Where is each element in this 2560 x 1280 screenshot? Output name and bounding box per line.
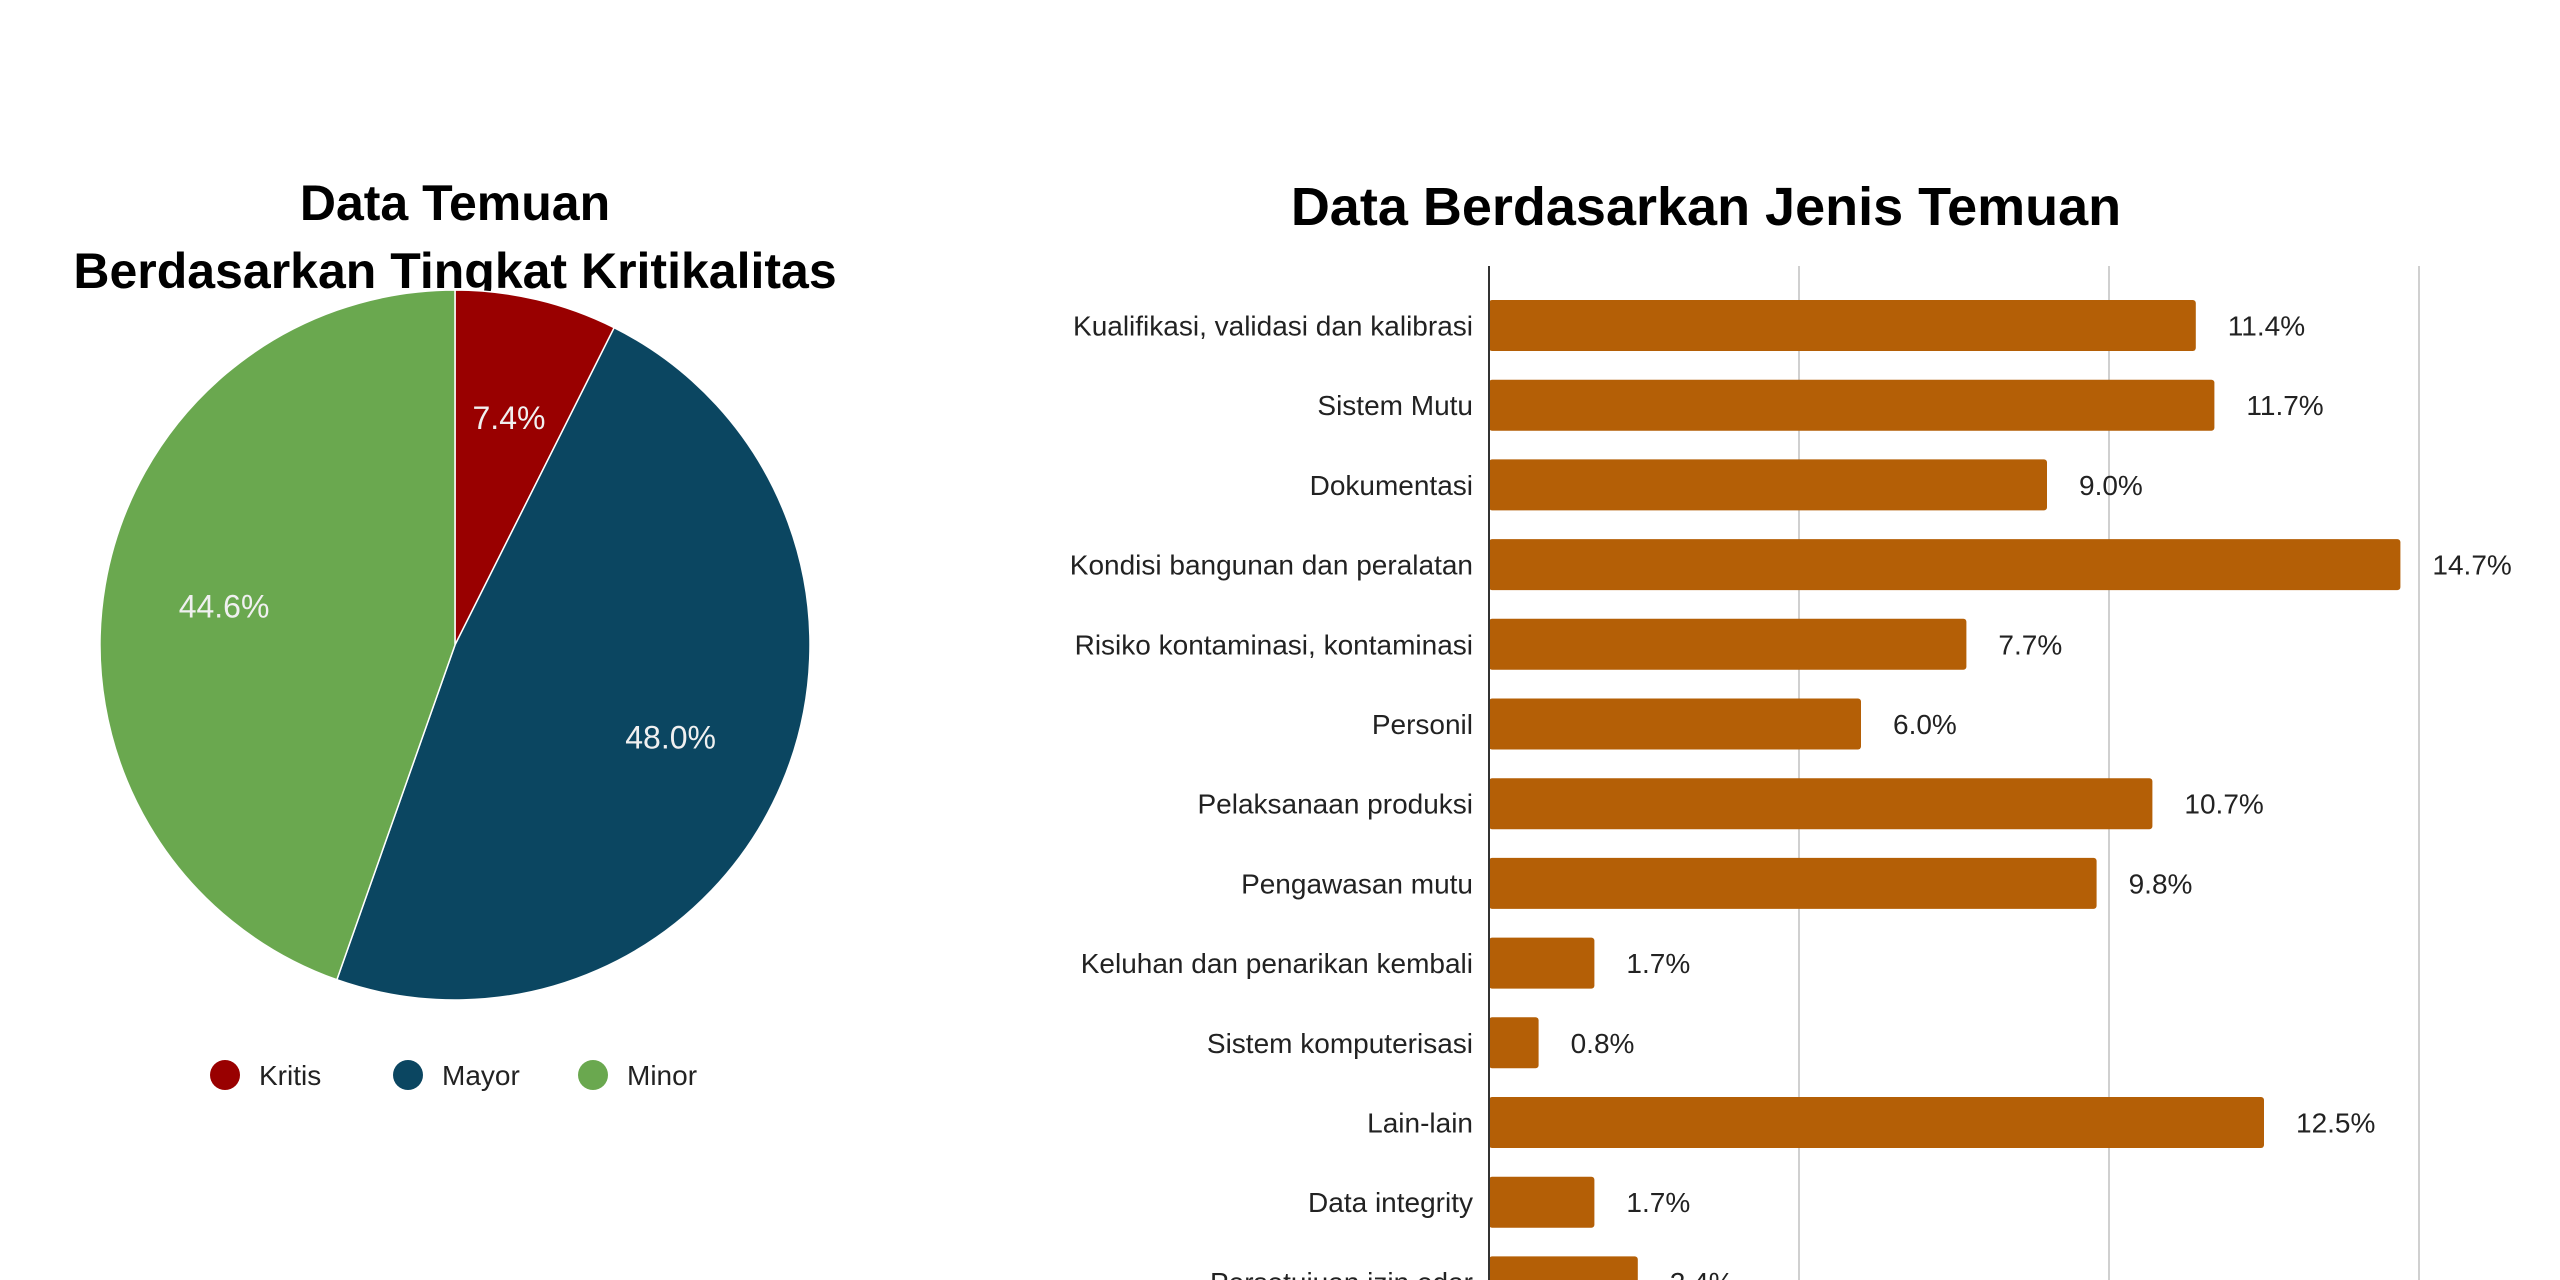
bar-data-label: 11.7% xyxy=(2246,390,2323,421)
category-label: Personil xyxy=(1372,709,1473,740)
bar-data-label: 2.4% xyxy=(1670,1267,1734,1280)
bar-data-label: 0.8% xyxy=(1571,1028,1635,1059)
pie-slices: 7.4% 48.0% 44.6% xyxy=(99,289,811,1001)
legend-swatch-minor xyxy=(578,1060,608,1090)
bar xyxy=(1489,937,1595,989)
bar xyxy=(1489,618,1967,670)
bar xyxy=(1489,1256,1638,1280)
bar xyxy=(1489,539,2401,591)
legend-swatch-kritis xyxy=(210,1060,240,1090)
category-label: Pengawasan mutu xyxy=(1241,868,1473,899)
category-label: Pelaksanaan produksi xyxy=(1197,789,1473,820)
category-label: Persetujuan izin edar xyxy=(1210,1267,1473,1280)
category-label: Data integrity xyxy=(1308,1187,1473,1218)
bar-chart: Data Berdasarkan Jenis Temuan Kualifikas… xyxy=(1070,177,2512,1280)
bar xyxy=(1489,379,2215,431)
bar-data-label: 6.0% xyxy=(1893,709,1957,740)
bar-data-label: 7.7% xyxy=(1998,629,2062,660)
pie-slice-minor xyxy=(99,289,456,981)
bar-data-label: 9.0% xyxy=(2079,470,2143,501)
bar xyxy=(1489,857,2097,909)
bars: Kualifikasi, validasi dan kalibrasi 11.4%… xyxy=(1070,300,2512,1280)
bar xyxy=(1489,1017,1539,1069)
pie-legend: Kritis Mayor Minor xyxy=(210,1060,697,1091)
bar xyxy=(1489,300,2196,351)
pie-slice-kritis xyxy=(454,289,616,646)
pie-data-label: 44.6% xyxy=(179,588,270,624)
category-label: Lain-lain xyxy=(1367,1108,1473,1139)
bar-data-label: 1.7% xyxy=(1626,1187,1690,1218)
bar-data-label: 12.5% xyxy=(2296,1108,2375,1139)
bar-data-label: 10.7% xyxy=(2184,789,2263,820)
pie-data-label: 48.0% xyxy=(625,720,716,756)
category-label: Risiko kontaminasi, kontaminasi xyxy=(1075,629,1473,660)
category-label: Kualifikasi, validasi dan kalibrasi xyxy=(1073,311,1473,342)
category-label: Kondisi bangunan dan peralatan xyxy=(1070,550,1473,581)
legend-label-mayor: Mayor xyxy=(442,1060,520,1091)
category-label: Keluhan dan penarikan kembali xyxy=(1081,948,1473,979)
pie-slice-mayor xyxy=(335,326,811,1001)
pie-title-line1: Data Temuan xyxy=(300,175,610,231)
category-label: Sistem Mutu xyxy=(1317,390,1473,421)
bar xyxy=(1489,698,1861,750)
legend-swatch-mayor xyxy=(393,1060,423,1090)
category-label: Sistem komputerisasi xyxy=(1207,1028,1473,1059)
bar-data-label: 9.8% xyxy=(2129,868,2193,899)
bar xyxy=(1489,459,2047,511)
bar xyxy=(1489,778,2153,830)
category-label: Dokumentasi xyxy=(1310,470,1473,501)
bar xyxy=(1489,1097,2264,1148)
legend-label-minor: Minor xyxy=(627,1060,697,1091)
legend-label-kritis: Kritis xyxy=(259,1060,321,1091)
bar-data-label: 1.7% xyxy=(1626,948,1690,979)
bar-title: Data Berdasarkan Jenis Temuan xyxy=(1291,177,2121,237)
bar-data-label: 14.7% xyxy=(2432,550,2511,581)
bar xyxy=(1489,1176,1595,1228)
pie-data-label: 7.4% xyxy=(473,400,546,436)
bar-data-label: 11.4% xyxy=(2228,311,2305,342)
pie-chart: Data Temuan Berdasarkan Tingkat Kritikal… xyxy=(73,175,836,1091)
